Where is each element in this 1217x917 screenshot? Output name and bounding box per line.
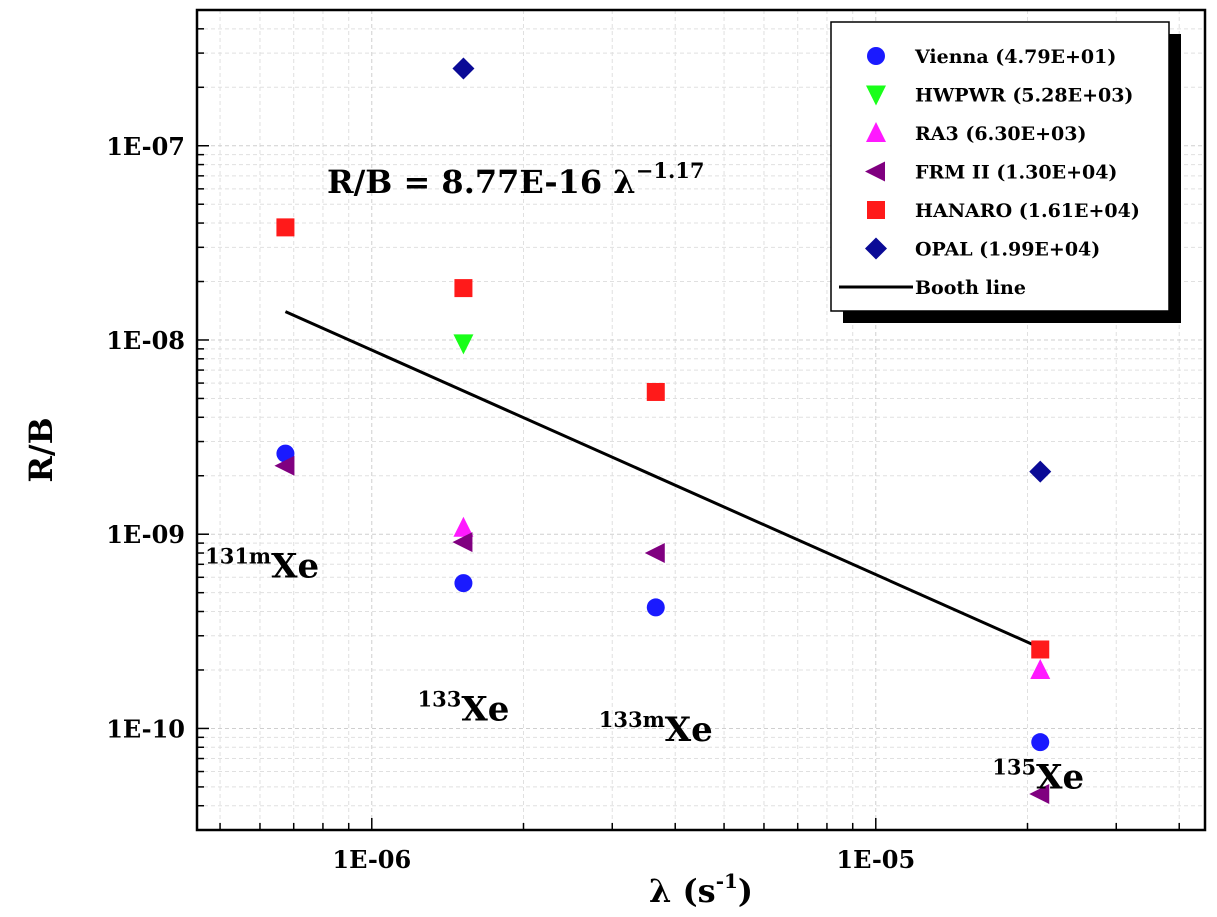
data-point-circle	[646, 598, 665, 617]
data-point-circle	[1031, 733, 1050, 752]
data-point-triangle-left	[644, 543, 665, 564]
data-point-square	[454, 279, 473, 298]
data-point-triangle-left	[452, 532, 473, 553]
legend-label: RA3 (6.30E+03)	[915, 123, 1086, 145]
x-tick-label: 1E-05	[836, 845, 915, 874]
data-point-diamond	[452, 57, 475, 80]
data-point-triangle-up	[453, 516, 474, 537]
y-tick-label: 1E-09	[106, 520, 185, 549]
booth-line-layer	[284, 310, 1041, 650]
legend-label: FRM II (1.30E+04)	[915, 162, 1117, 184]
plot-frame	[195, 8, 1207, 832]
data-point-square	[276, 218, 295, 237]
data-point-circle	[454, 574, 473, 593]
data-point-square	[1031, 640, 1050, 659]
legend-label: OPAL (1.99E+04)	[915, 239, 1100, 261]
legend-marker-triangle-up	[866, 122, 886, 142]
legend-marker-triangle-down	[866, 85, 886, 106]
booth-line	[284, 310, 1041, 650]
data-point-triangle-up	[1030, 658, 1051, 679]
fit-equation: R/B = 8.77E-16 λ−1.17	[327, 158, 704, 201]
data-point-square	[646, 382, 665, 401]
legend-label: HWPWR (5.28E+03)	[915, 85, 1133, 107]
isotope-mass: 135	[992, 755, 1036, 780]
isotope-mass: 133m	[599, 707, 665, 732]
data-point-triangle-left	[1029, 783, 1050, 804]
legend-label: Vienna (4.79E+01)	[914, 46, 1116, 68]
legend-box	[830, 21, 1170, 312]
x-tick-label: 1E-06	[332, 845, 411, 874]
legend-label: HANARO (1.61E+04)	[915, 200, 1140, 222]
isotope-element: Xe	[271, 546, 319, 586]
legend-label: Booth line	[915, 277, 1026, 299]
isotope-mass: 131m	[205, 543, 271, 568]
isotope-label: 131mXe	[205, 543, 319, 586]
legend-marker-triangle-left	[865, 161, 885, 182]
isotope-mass: 133	[418, 686, 462, 711]
x-axis-title: λ (s-1)	[649, 869, 753, 910]
y-tick-label: 1E-07	[106, 132, 185, 161]
data-point-triangle-down	[453, 334, 474, 355]
legend-marker-circle	[867, 47, 885, 65]
data-points	[274, 57, 1052, 804]
isotope-element: Xe	[461, 689, 509, 729]
isotope-label: 135Xe	[992, 755, 1084, 798]
data-point-triangle-left	[274, 455, 295, 476]
legend-marker-diamond	[865, 237, 887, 260]
isotope-element: Xe	[665, 710, 713, 750]
y-axis-title: R/B	[22, 417, 60, 482]
axis-ticks: 1E-06 1E-05 1E-10 1E-09 1E-08 1E-07	[106, 28, 1180, 874]
y-tick-label: 1E-10	[106, 714, 185, 743]
y-tick-label: 1E-08	[106, 326, 185, 355]
data-point-diamond	[1029, 460, 1052, 483]
isotope-label: 133mXe	[599, 707, 713, 750]
isotope-element: Xe	[1036, 758, 1084, 798]
legend-marker-square	[867, 201, 885, 219]
isotope-label: 133Xe	[418, 686, 510, 729]
legend: Vienna (4.79E+01) HWPWR (5.28E+03) RA3 (6.…	[830, 21, 1181, 323]
